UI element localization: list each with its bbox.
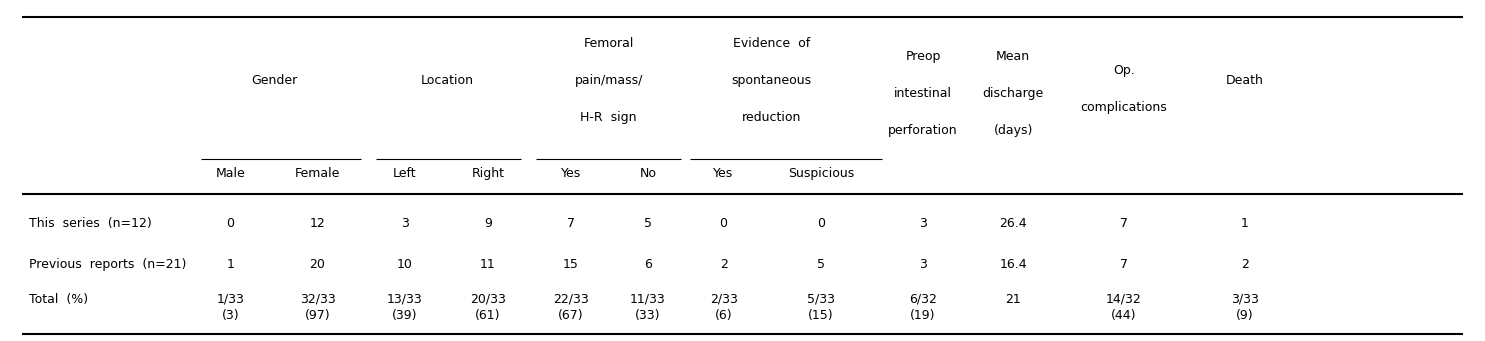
Text: (67): (67) bbox=[558, 309, 584, 322]
Text: This  series  (n=12): This series (n=12) bbox=[30, 218, 151, 231]
Text: Suspicious: Suspicious bbox=[789, 167, 854, 180]
Text: (97): (97) bbox=[304, 309, 330, 322]
Text: 1: 1 bbox=[1240, 218, 1249, 231]
Text: spontaneous: spontaneous bbox=[732, 74, 812, 87]
Text: Male: Male bbox=[215, 167, 245, 180]
Text: 1/33: 1/33 bbox=[217, 293, 244, 306]
Text: Gender: Gender bbox=[251, 74, 297, 87]
Text: 2: 2 bbox=[720, 257, 728, 270]
Text: 3: 3 bbox=[919, 218, 927, 231]
Text: discharge: discharge bbox=[983, 87, 1044, 100]
Text: 6: 6 bbox=[644, 257, 652, 270]
Text: (6): (6) bbox=[714, 309, 732, 322]
Text: 32/33: 32/33 bbox=[300, 293, 336, 306]
Text: 13/33: 13/33 bbox=[388, 293, 423, 306]
Text: Location: Location bbox=[420, 74, 474, 87]
Text: perforation: perforation bbox=[888, 124, 958, 137]
Text: Yes: Yes bbox=[713, 167, 734, 180]
Text: Previous  reports  (n=21): Previous reports (n=21) bbox=[30, 257, 187, 270]
Text: Op.: Op. bbox=[1112, 64, 1135, 77]
Text: (19): (19) bbox=[910, 309, 936, 322]
Text: 16.4: 16.4 bbox=[999, 257, 1028, 270]
Text: 0: 0 bbox=[720, 218, 728, 231]
Text: (3): (3) bbox=[221, 309, 239, 322]
Text: (33): (33) bbox=[636, 309, 661, 322]
Text: (days): (days) bbox=[993, 124, 1034, 137]
Text: Preop: Preop bbox=[906, 50, 940, 63]
Text: Female: Female bbox=[296, 167, 340, 180]
Text: Femoral: Femoral bbox=[584, 37, 634, 50]
Text: 11/33: 11/33 bbox=[630, 293, 665, 306]
Text: 20/33: 20/33 bbox=[469, 293, 506, 306]
Text: 7: 7 bbox=[1120, 257, 1127, 270]
Text: (9): (9) bbox=[1236, 309, 1253, 322]
Text: 15: 15 bbox=[563, 257, 579, 270]
Text: (44): (44) bbox=[1111, 309, 1136, 322]
Text: Yes: Yes bbox=[561, 167, 581, 180]
Text: Death: Death bbox=[1225, 74, 1264, 87]
Text: 7: 7 bbox=[567, 218, 575, 231]
Text: No: No bbox=[640, 167, 656, 180]
Text: pain/mass/: pain/mass/ bbox=[575, 74, 643, 87]
Text: 3/33: 3/33 bbox=[1231, 293, 1258, 306]
Text: Right: Right bbox=[471, 167, 505, 180]
Text: 0: 0 bbox=[817, 218, 826, 231]
Text: 3: 3 bbox=[401, 218, 408, 231]
Text: 11: 11 bbox=[480, 257, 496, 270]
Text: H-R  sign: H-R sign bbox=[581, 110, 637, 123]
Text: 5: 5 bbox=[644, 218, 652, 231]
Text: 10: 10 bbox=[396, 257, 413, 270]
Text: 2: 2 bbox=[1240, 257, 1249, 270]
Text: (61): (61) bbox=[475, 309, 500, 322]
Text: reduction: reduction bbox=[742, 110, 802, 123]
Text: 5/33: 5/33 bbox=[806, 293, 835, 306]
Text: 2/33: 2/33 bbox=[710, 293, 738, 306]
Text: 5: 5 bbox=[817, 257, 826, 270]
Text: Left: Left bbox=[394, 167, 417, 180]
Text: 6/32: 6/32 bbox=[909, 293, 937, 306]
Text: Evidence  of: Evidence of bbox=[734, 37, 811, 50]
Text: Total  (%): Total (%) bbox=[30, 293, 89, 306]
Text: (39): (39) bbox=[392, 309, 417, 322]
Text: 3: 3 bbox=[919, 257, 927, 270]
Text: 9: 9 bbox=[484, 218, 492, 231]
Text: 1: 1 bbox=[226, 257, 235, 270]
Text: 22/33: 22/33 bbox=[552, 293, 588, 306]
Text: 26.4: 26.4 bbox=[999, 218, 1028, 231]
Text: 12: 12 bbox=[310, 218, 325, 231]
Text: 14/32: 14/32 bbox=[1106, 293, 1142, 306]
Text: 0: 0 bbox=[226, 218, 235, 231]
Text: 20: 20 bbox=[309, 257, 325, 270]
Text: complications: complications bbox=[1081, 101, 1167, 114]
Text: intestinal: intestinal bbox=[894, 87, 952, 100]
Text: 7: 7 bbox=[1120, 218, 1127, 231]
Text: 21: 21 bbox=[1005, 293, 1022, 306]
Text: Mean: Mean bbox=[996, 50, 1031, 63]
Text: (15): (15) bbox=[808, 309, 835, 322]
